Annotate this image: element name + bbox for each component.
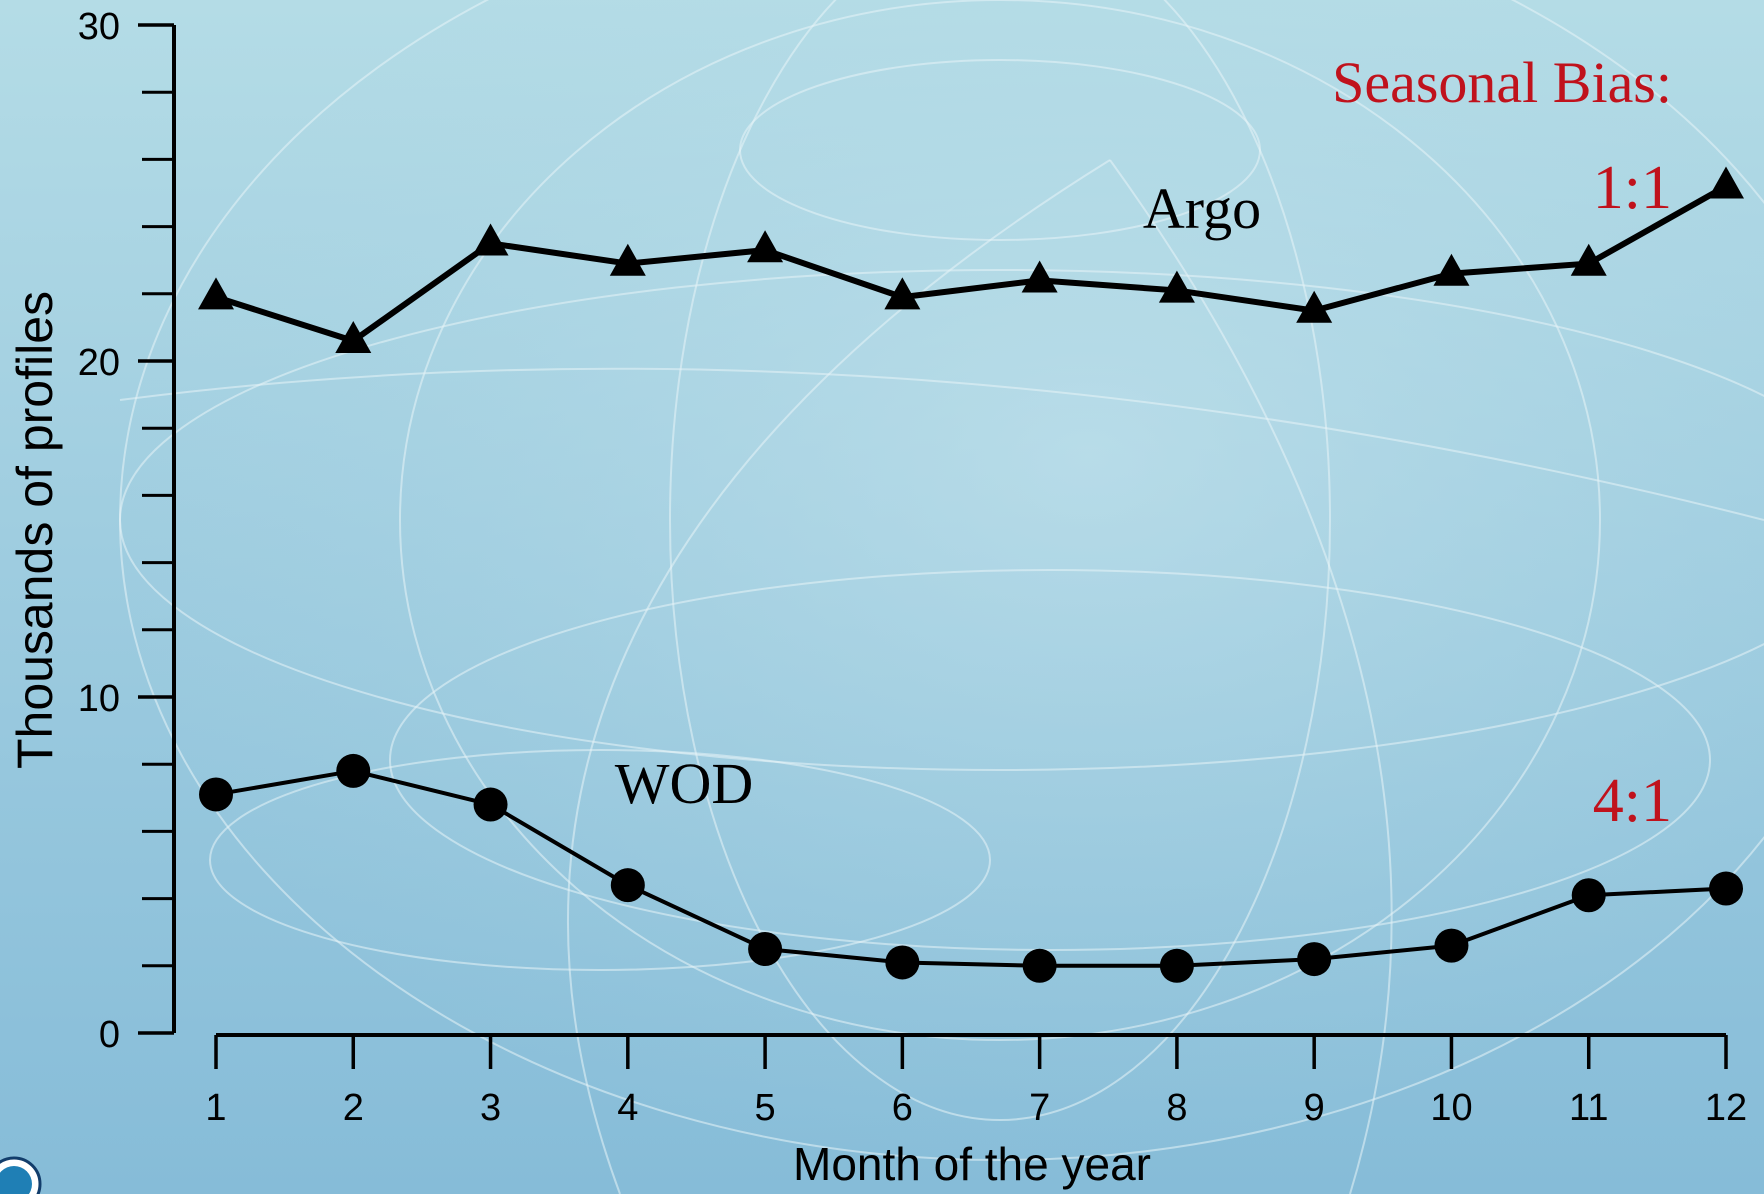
data-point-wod <box>1022 948 1057 983</box>
data-point-argo <box>1296 290 1333 323</box>
series-label-wod: WOD <box>615 751 754 816</box>
x-tick-label: 4 <box>617 1087 638 1129</box>
labels: Argo 1:1 WOD 4:1 <box>615 154 1672 835</box>
seasonal-bias-title: Seasonal Bias: <box>1332 50 1672 115</box>
y-axis-label: Thousands of profiles <box>7 291 63 769</box>
series-wod <box>199 753 1743 983</box>
y-tick-label: 20 <box>78 342 120 384</box>
x-tick-label: 6 <box>892 1087 913 1129</box>
series-line-argo <box>215 183 1728 344</box>
data-point-argo <box>884 277 921 310</box>
series-argo <box>198 166 1744 353</box>
x-tick-label: 5 <box>755 1087 776 1129</box>
x-tick-label: 11 <box>1569 1087 1608 1129</box>
x-tick-label: 3 <box>480 1087 501 1129</box>
data-point-wod <box>1571 878 1606 913</box>
data-point-argo <box>1570 243 1607 276</box>
data-point-wod <box>1434 928 1469 963</box>
y-tick-label: 10 <box>78 678 120 720</box>
data-point-argo <box>1433 253 1470 286</box>
data-point-wod <box>610 868 645 903</box>
data-point-wod <box>199 777 233 812</box>
data-point-wod <box>1159 948 1194 983</box>
data-point-wod <box>336 753 371 788</box>
series-label-argo: Argo <box>1143 176 1261 241</box>
series-line-wod <box>215 768 1727 968</box>
argo-logo-icon <box>0 1156 42 1194</box>
data-point-argo <box>747 230 784 263</box>
bias-ratio-wod: 4:1 <box>1593 767 1672 835</box>
data-point-argo <box>1708 166 1744 199</box>
x-tick-label: 7 <box>1029 1087 1050 1129</box>
bias-ratio-argo: 1:1 <box>1593 154 1672 222</box>
data-point-wod <box>748 932 783 966</box>
y-tick-label: 0 <box>99 1014 120 1056</box>
globe-background <box>119 0 1764 1194</box>
data-point-argo <box>472 223 509 256</box>
x-axis-label: Month of the year <box>793 1138 1151 1190</box>
x-tick-label: 12 <box>1705 1087 1747 1129</box>
data-point-wod <box>1709 871 1743 906</box>
data-point-argo <box>1158 270 1195 303</box>
x-tick-label: 9 <box>1304 1087 1325 1129</box>
data-point-argo <box>1021 260 1058 293</box>
series-layer <box>198 166 1744 983</box>
data-point-argo <box>609 243 646 276</box>
x-tick-label: 10 <box>1430 1087 1472 1129</box>
x-tick-label: 1 <box>205 1087 226 1129</box>
y-tick-label: 30 <box>78 6 120 48</box>
x-tick-label: 8 <box>1166 1087 1187 1129</box>
data-point-wod <box>885 945 920 980</box>
x-tick-label: 2 <box>343 1087 364 1129</box>
data-point-wod <box>473 787 508 822</box>
data-point-argo <box>198 277 234 310</box>
data-point-argo <box>335 321 372 353</box>
data-point-wod <box>1297 942 1332 977</box>
